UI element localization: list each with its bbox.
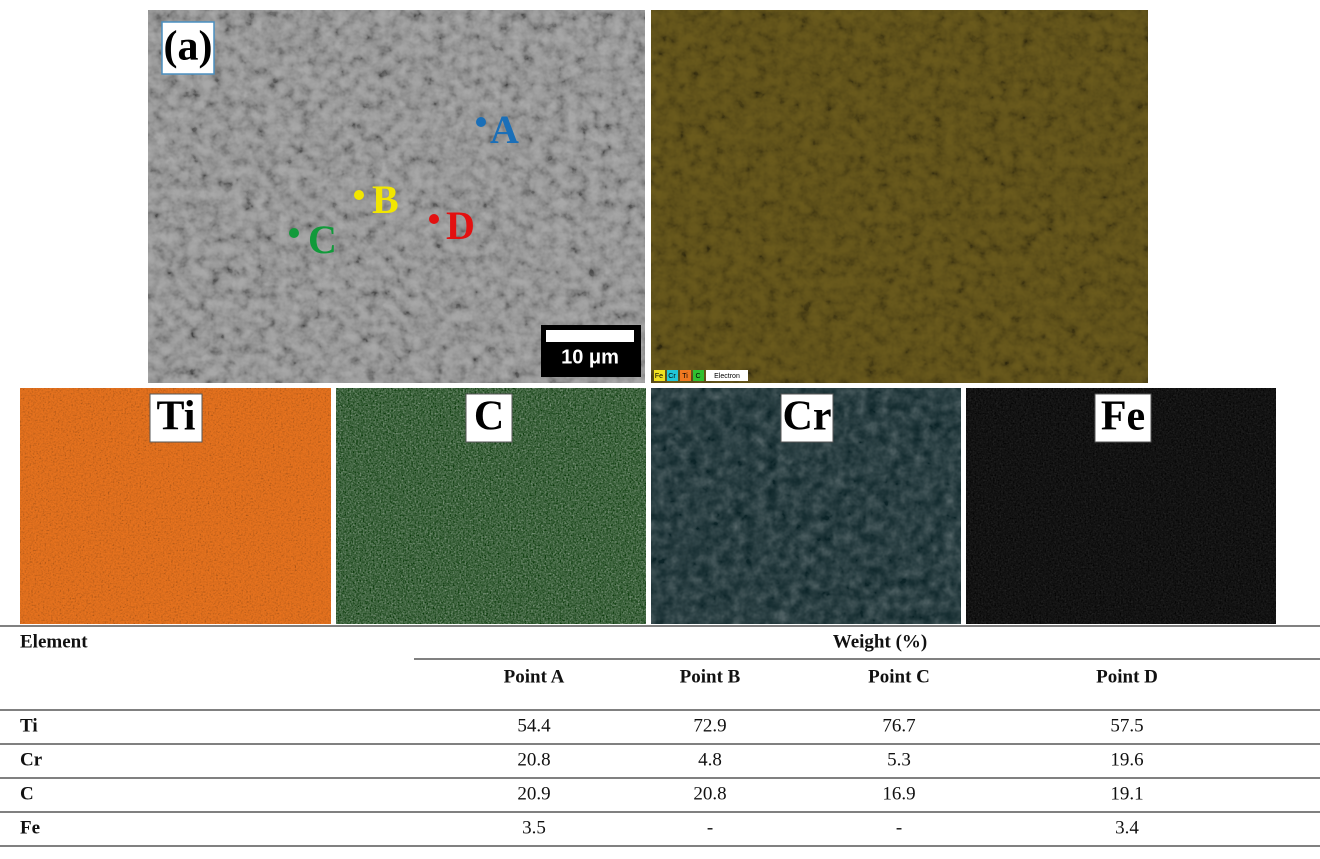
column-header: Point A xyxy=(504,666,565,687)
point-marker xyxy=(429,214,439,224)
composite-texture xyxy=(651,10,1148,383)
cell: 20.8 xyxy=(517,749,550,770)
group-header: Weight (%) xyxy=(833,631,927,652)
cell: 4.8 xyxy=(698,749,722,770)
cell: - xyxy=(896,817,902,838)
cell: 16.9 xyxy=(882,783,915,804)
row-label: Ti xyxy=(20,715,38,736)
point-marker xyxy=(289,228,299,238)
legend-label: Cr xyxy=(668,373,676,380)
cell: 19.6 xyxy=(1110,749,1143,770)
cell: 3.5 xyxy=(522,817,546,838)
column-header: Point B xyxy=(680,666,741,687)
column-header: Point C xyxy=(868,666,930,687)
panel-label: (a) xyxy=(164,24,213,70)
cell: 20.9 xyxy=(517,783,550,804)
row-label: Cr xyxy=(20,749,43,770)
cell: 5.3 xyxy=(887,749,911,770)
point-marker xyxy=(354,190,364,200)
page: (a) A B C D 10 μm Fe Cr Ti C Electron Ti… xyxy=(0,0,1320,854)
map-label: Ti xyxy=(157,394,196,440)
cell: 54.4 xyxy=(517,715,551,736)
cell: 76.7 xyxy=(882,715,915,736)
cell: 72.9 xyxy=(693,715,726,736)
legend-label: C xyxy=(695,373,700,380)
map-label: Cr xyxy=(783,394,832,440)
table: Element Weight (%) Point A Point B Point C… xyxy=(0,626,1320,846)
cell: - xyxy=(707,817,713,838)
point-label: A xyxy=(490,107,519,152)
column-header: Point D xyxy=(1096,666,1158,687)
figure: (a) A B C D 10 μm Fe Cr Ti C Electron Ti… xyxy=(0,0,1320,854)
legend-label: Ti xyxy=(682,373,688,380)
point-label: B xyxy=(372,177,399,222)
cell: 57.5 xyxy=(1110,715,1143,736)
scale-bar-label: 10 μm xyxy=(561,346,619,368)
row-label: C xyxy=(20,783,34,804)
map-label: Fe xyxy=(1101,394,1145,440)
legend-label: Electron xyxy=(714,373,740,380)
cell: 20.8 xyxy=(693,783,726,804)
cell: 19.1 xyxy=(1110,783,1143,804)
scale-bar xyxy=(546,330,634,342)
row-label: Fe xyxy=(20,817,40,838)
point-label: C xyxy=(308,217,337,262)
legend-label: Fe xyxy=(655,373,663,380)
map-label: C xyxy=(474,394,504,440)
cell: 3.4 xyxy=(1115,817,1139,838)
point-marker xyxy=(476,117,486,127)
point-label: D xyxy=(446,203,475,248)
table-header: Element xyxy=(20,631,88,652)
